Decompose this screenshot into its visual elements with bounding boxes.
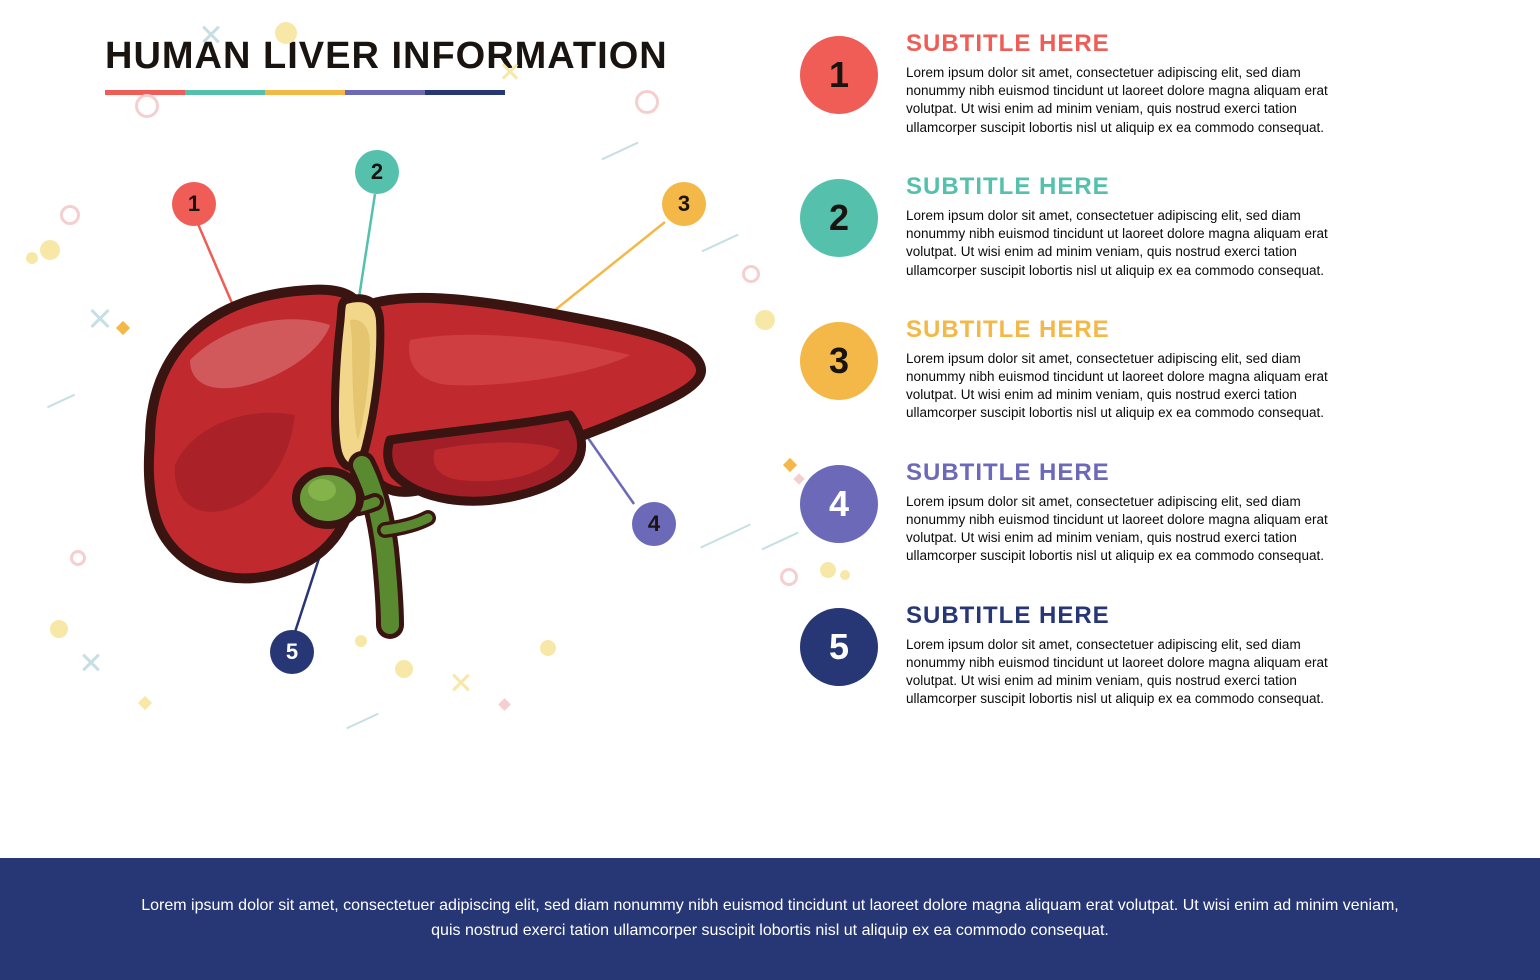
info-number: 3	[829, 340, 849, 382]
info-badge: 4	[800, 465, 878, 543]
info-number: 2	[829, 197, 849, 239]
decoration	[780, 568, 798, 586]
callout-badge: 3	[662, 182, 706, 226]
info-item: 3 SUBTITLE HERE Lorem ipsum dolor sit am…	[800, 316, 1360, 423]
info-subtitle: SUBTITLE HERE	[906, 459, 1360, 487]
decoration	[761, 532, 798, 551]
decoration	[26, 252, 38, 264]
info-item: 2 SUBTITLE HERE Lorem ipsum dolor sit am…	[800, 173, 1360, 280]
decoration	[635, 90, 659, 114]
callout-badge: 1	[172, 182, 216, 226]
info-badge: 2	[800, 179, 878, 257]
footer-bar: Lorem ipsum dolor sit amet, consectetuer…	[0, 858, 1540, 980]
info-badge: 3	[800, 322, 878, 400]
info-badge: 1	[800, 36, 878, 114]
info-badge: 5	[800, 608, 878, 686]
callout-badge: 2	[355, 150, 399, 194]
info-item: 5 SUBTITLE HERE Lorem ipsum dolor sit am…	[800, 602, 1360, 709]
info-subtitle: SUBTITLE HERE	[906, 173, 1360, 201]
info-number: 1	[829, 54, 849, 96]
decoration	[783, 458, 797, 472]
liver-diagram: 1 2 3 4 5	[40, 130, 760, 730]
info-body: Lorem ipsum dolor sit amet, consectetuer…	[906, 493, 1360, 566]
info-body: Lorem ipsum dolor sit amet, consectetuer…	[906, 207, 1360, 280]
info-number: 4	[829, 483, 849, 525]
info-item: 1 SUBTITLE HERE Lorem ipsum dolor sit am…	[800, 30, 1360, 137]
info-subtitle: SUBTITLE HERE	[906, 316, 1360, 344]
footer-text: Lorem ipsum dolor sit amet, consectetuer…	[140, 894, 1400, 944]
info-subtitle: SUBTITLE HERE	[906, 30, 1360, 58]
info-subtitle: SUBTITLE HERE	[906, 602, 1360, 630]
info-body: Lorem ipsum dolor sit amet, consectetuer…	[906, 636, 1360, 709]
page-title: HUMAN LIVER INFORMATION	[105, 35, 668, 78]
info-number: 5	[829, 626, 849, 668]
info-list: 1 SUBTITLE HERE Lorem ipsum dolor sit am…	[800, 30, 1360, 744]
info-body: Lorem ipsum dolor sit amet, consectetuer…	[906, 64, 1360, 137]
info-body: Lorem ipsum dolor sit amet, consectetuer…	[906, 350, 1360, 423]
info-item: 4 SUBTITLE HERE Lorem ipsum dolor sit am…	[800, 459, 1360, 566]
liver-icon	[40, 130, 760, 730]
callout-badge: 5	[270, 630, 314, 674]
title-underline	[105, 90, 505, 95]
decoration	[135, 94, 159, 118]
callout-badge: 4	[632, 502, 676, 546]
